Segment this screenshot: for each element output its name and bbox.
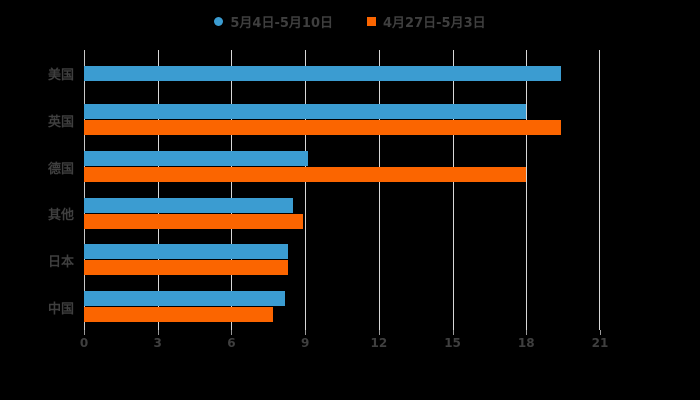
x-axis-tick — [600, 330, 601, 335]
legend-marker-square-icon — [367, 16, 376, 26]
bar-series-1[interactable] — [84, 104, 527, 120]
x-axis-tick — [157, 330, 159, 335]
bar-series-1[interactable] — [84, 197, 293, 213]
bar-group — [84, 283, 600, 330]
bar-series-1[interactable] — [84, 244, 288, 260]
legend-label-series-1: 5月4日-5月10日 — [230, 15, 333, 31]
x-axis: 0 3 6 9 12 15 18 21 — [80, 330, 608, 360]
x-axis-tick-label-2: 6 — [227, 336, 236, 350]
plot-area — [84, 50, 600, 330]
bar-series-2[interactable] — [84, 260, 288, 276]
x-axis-tick — [231, 330, 233, 335]
x-axis-tick-label-7: 21 — [591, 336, 609, 350]
gridline — [157, 50, 159, 330]
x-axis-tick — [526, 330, 528, 335]
bar-series-2[interactable] — [84, 307, 274, 323]
chart-legend: 5月4日-5月10日 4月27日-5月3日 — [0, 8, 700, 34]
bar-group — [84, 143, 600, 190]
x-axis-tick-label-6: 18 — [517, 336, 535, 350]
bar-series-1[interactable] — [84, 291, 286, 307]
legend-item-series-1[interactable]: 5月4日-5月10日 — [214, 12, 333, 31]
y-axis-label-0: 美国 — [47, 68, 74, 84]
x-axis-tick — [452, 330, 454, 335]
gridline — [305, 50, 307, 330]
x-axis-tick — [305, 330, 307, 335]
gridline — [84, 50, 85, 330]
bar-group — [84, 190, 600, 237]
bar-group — [84, 97, 600, 144]
gridline — [452, 50, 454, 330]
bar-group — [84, 50, 600, 97]
y-axis-label-3: 其他 — [47, 208, 74, 224]
x-axis-tick-label-3: 9 — [300, 336, 310, 350]
legend-item-series-2[interactable]: 4月27日-5月3日 — [367, 12, 486, 31]
y-axis-label-5: 中国 — [47, 301, 74, 317]
bar-series-1[interactable] — [84, 65, 561, 81]
y-axis-label-4: 日本 — [47, 255, 74, 270]
bar-series-2[interactable] — [84, 167, 527, 183]
legend-label-series-2: 4月27日-5月3日 — [383, 15, 486, 31]
x-axis-tick-label-4: 12 — [370, 336, 388, 350]
y-axis-category-labels: 美国英国德国其他日本中国 — [0, 50, 84, 330]
bar-series-2[interactable] — [84, 213, 303, 229]
x-axis-tick-label-1: 3 — [153, 336, 162, 350]
y-axis-label-1: 英国 — [47, 115, 74, 130]
gridline — [526, 50, 528, 330]
gridline — [378, 50, 380, 330]
gridline — [231, 50, 233, 330]
x-axis-tick-label-0: 0 — [79, 336, 89, 350]
gridline — [599, 50, 600, 330]
bar-series-1[interactable] — [84, 151, 308, 167]
y-axis-label-2: 德国 — [47, 161, 74, 177]
x-axis-tick — [84, 330, 85, 335]
x-axis-tick — [378, 330, 380, 335]
bar-group — [84, 237, 600, 284]
bar-series-2[interactable] — [84, 120, 561, 136]
x-axis-tick-label-5: 15 — [444, 336, 461, 350]
legend-marker-circle-icon — [214, 16, 224, 26]
